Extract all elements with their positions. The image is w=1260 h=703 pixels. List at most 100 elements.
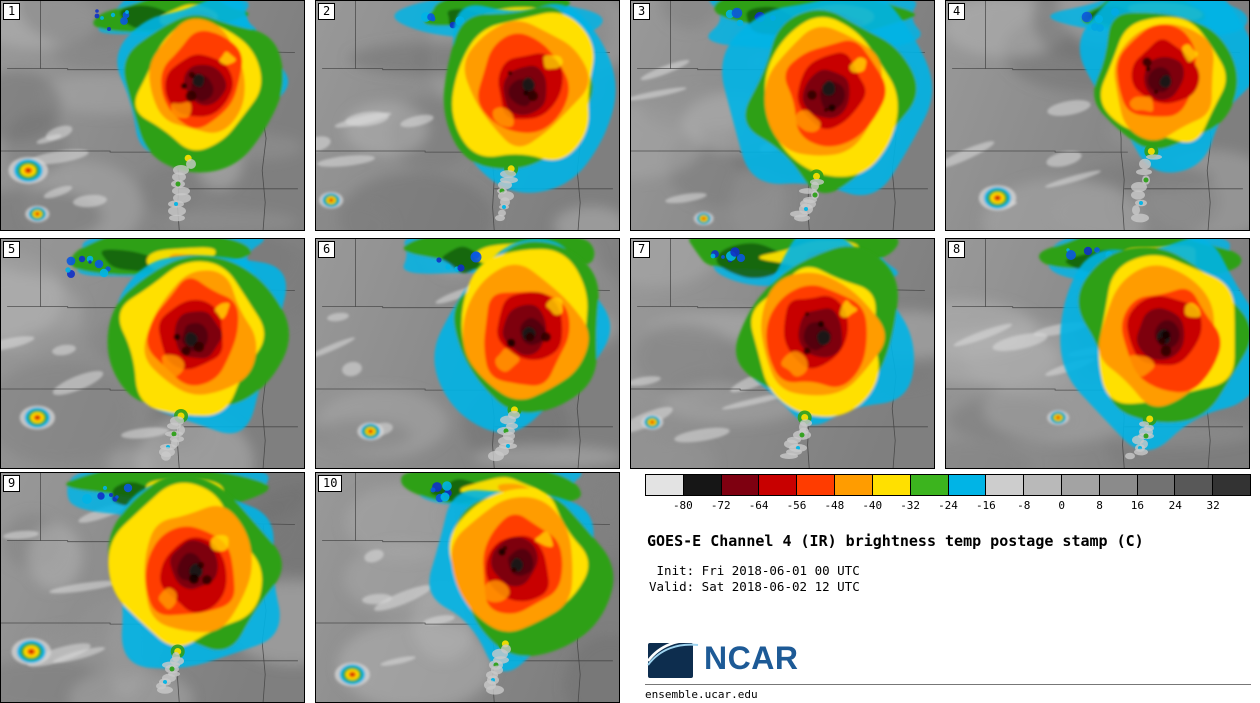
isolated-storm-spots (319, 191, 344, 209)
colorbar-ticks: -80 -72 -64 -56 -48 -40 -32 -24 -16 -8 0 8 16 24 32 (645, 499, 1251, 513)
colorbar-tick: -8 (1017, 499, 1031, 512)
satellite-imagery (1, 473, 304, 702)
figure-title: GOES-E Channel 4 (IR) brightness temp po… (647, 532, 1144, 550)
convective-tail (159, 408, 189, 461)
cold-cloud-specks (725, 7, 776, 27)
colorbar-segment (1024, 475, 1062, 495)
colorbar-segment (1061, 475, 1100, 495)
ensemble-member-panel-9: 9 (0, 472, 305, 703)
cold-cloud-specks (710, 247, 746, 263)
ncar-wordmark: NCAR (704, 639, 799, 676)
isolated-storm-spots (1047, 410, 1070, 426)
colorbar-segment (872, 475, 911, 495)
isolated-storm-spots (19, 405, 55, 430)
colorbar-tick: 16 (1130, 499, 1144, 512)
colorbar-segment (759, 475, 798, 495)
isolated-storm-spots (8, 156, 50, 223)
cold-cloud-specks (94, 9, 130, 31)
panel-number: 1 (3, 3, 21, 20)
ensemble-member-panel-1: 1 (0, 0, 305, 231)
colorbar-tick: -64 (748, 499, 769, 512)
colorbar-segment (910, 475, 949, 495)
storm-cluster (434, 239, 611, 433)
cold-cloud-specks (65, 255, 111, 278)
storm-cluster (117, 1, 289, 173)
colorbar-segment (646, 475, 684, 495)
panel-number: 3 (633, 3, 651, 20)
ensemble-member-panel-3: 3 (630, 0, 935, 231)
ncar-logo-icon (647, 639, 699, 678)
storm-cluster (443, 3, 616, 193)
ensemble-member-panel-6: 6 (315, 238, 620, 469)
ncar-branding: NCAR (647, 636, 798, 680)
storm-cluster (1079, 1, 1249, 173)
init-time: Init: Fri 2018-06-01 00 UTC (649, 563, 860, 578)
storm-cluster (735, 239, 914, 425)
cold-cloud-specks (436, 251, 482, 272)
cloud-streaks (362, 549, 455, 666)
ensemble-member-panel-5: 5 (0, 238, 305, 469)
colorbar-tick: 32 (1206, 499, 1220, 512)
storm-cluster (722, 1, 933, 196)
colorbar-segment (1099, 475, 1138, 495)
valid-time: Valid: Sat 2018-06-02 12 UTC (649, 579, 860, 594)
colorbar-segment (835, 475, 873, 495)
ensemble-member-panel-7: 7 (630, 238, 935, 469)
colorbar-tick: -40 (862, 499, 883, 512)
colorbar-tick: 24 (1168, 499, 1182, 512)
footer: ensemble.ucar.edu (645, 684, 1251, 701)
panel-number: 2 (318, 3, 336, 20)
colorbar-segment (1137, 475, 1176, 495)
colorbar-segment (1175, 475, 1214, 495)
ensemble-member-panel-4: 4 (945, 0, 1250, 231)
storm-cluster (429, 488, 614, 672)
colorbar-tick: -56 (786, 499, 807, 512)
convective-tail (495, 161, 519, 222)
colorbar-segment (797, 475, 836, 495)
ensemble-member-panel-8: 8 (945, 238, 1250, 469)
colorbar-segment (721, 475, 760, 495)
satellite-imagery (316, 473, 619, 702)
satellite-imagery (1, 239, 304, 468)
satellite-imagery (316, 1, 619, 230)
cold-cloud-specks (430, 481, 452, 503)
satellite-imagery (631, 239, 934, 468)
ensemble-member-panel-10: 10 (315, 472, 620, 703)
colorbar-tick: -16 (975, 499, 996, 512)
panel-number: 9 (3, 475, 21, 492)
panel-number: 10 (318, 475, 343, 492)
panel-number: 7 (633, 241, 651, 258)
cloud-streaks (316, 111, 434, 167)
isolated-storm-spots (11, 638, 52, 666)
colorbar-tick: 0 (1058, 499, 1065, 512)
panel-number: 8 (948, 241, 966, 258)
storm-cluster (108, 474, 282, 669)
ensemble-member-panel-2: 2 (315, 0, 620, 231)
panel-number: 6 (318, 241, 336, 258)
convective-tail (168, 151, 196, 222)
convective-tail (1125, 411, 1157, 460)
legend-area: -80 -72 -64 -56 -48 -40 -32 -24 -16 -8 0 8 16 24 32 GO… (645, 472, 1251, 703)
colorbar-segment (986, 475, 1025, 495)
colorbar-segment (948, 475, 987, 495)
satellite-imagery (316, 239, 619, 468)
convective-tail (1131, 144, 1162, 223)
cloud-streaks (946, 100, 1101, 208)
colorbar-tick: -24 (938, 499, 958, 512)
satellite-imagery (946, 1, 1249, 230)
convective-tail (780, 410, 812, 459)
colorbar-tick: -48 (824, 499, 845, 512)
convective-tail (488, 402, 522, 462)
isolated-storm-spots (641, 414, 664, 430)
site-url: ensemble.ucar.edu (645, 688, 758, 701)
panel-number: 4 (948, 3, 966, 20)
cloud-streaks (29, 125, 107, 208)
colorbar-tick: -80 (672, 499, 693, 512)
colorbar (645, 474, 1251, 496)
satellite-imagery (946, 239, 1249, 468)
colorbar-tick: 8 (1096, 499, 1103, 512)
convective-tail (790, 169, 824, 222)
colorbar-tick: -32 (900, 499, 921, 512)
storm-cluster (107, 255, 290, 434)
